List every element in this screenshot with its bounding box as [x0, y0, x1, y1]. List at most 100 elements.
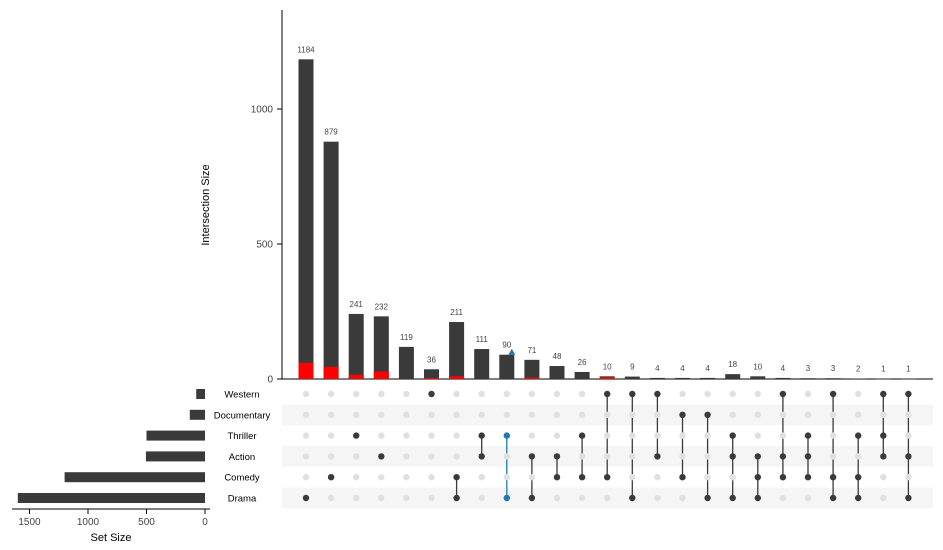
- intersection-bar: [900, 378, 916, 380]
- matrix-dot-inactive: [403, 390, 410, 398]
- intersection-size-label: 4: [655, 364, 660, 373]
- intersection-bar: [373, 316, 389, 379]
- matrix-dot-inactive: [503, 474, 510, 481]
- matrix-dot-active: [729, 432, 736, 439]
- membership-matrix: [302, 390, 912, 502]
- intersection-bar: [825, 378, 841, 379]
- matrix-dot-inactive: [729, 390, 736, 398]
- matrix-dot-inactive: [478, 411, 485, 418]
- matrix-dot-active: [804, 453, 812, 460]
- matrix-dot-active: [353, 432, 360, 439]
- intersection-bar: [348, 313, 364, 379]
- set-size-bar: [17, 493, 205, 503]
- intersection-bar: [424, 369, 439, 379]
- matrix-dot-inactive: [353, 453, 360, 460]
- matrix-dot-active: [804, 432, 812, 439]
- matrix-dot-active: [478, 432, 485, 439]
- matrix-dot-inactive: [704, 474, 711, 481]
- matrix-dot-inactive: [503, 390, 510, 398]
- matrix-dot-active: [378, 453, 385, 460]
- matrix-dot-active: [754, 453, 761, 460]
- intersection-size-axis-label: Intersection Size: [200, 164, 212, 245]
- matrix-dot-inactive: [553, 390, 561, 398]
- y-tick-label: 500: [256, 240, 273, 251]
- matrix-dot-active: [528, 453, 536, 460]
- matrix-dot-inactive: [604, 453, 611, 460]
- matrix-dot-inactive: [478, 474, 485, 481]
- matrix-dot-inactive: [378, 432, 385, 439]
- matrix-dot-inactive: [503, 411, 510, 418]
- matrix-dot-active: [754, 494, 761, 502]
- matrix-dot-inactive: [704, 432, 711, 439]
- matrix-dot-active: [503, 432, 510, 439]
- matrix-dot-inactive: [528, 390, 536, 398]
- set-size-bar: [189, 409, 205, 420]
- matrix-dot-inactive: [302, 432, 310, 439]
- matrix-dot-inactive: [654, 411, 661, 418]
- set-size-tick-label: 0: [202, 517, 208, 528]
- intersection-bar-highlight: [373, 371, 389, 379]
- matrix-dot-active: [905, 494, 912, 502]
- matrix-dot-active: [829, 494, 837, 502]
- y-tick-label: 0: [267, 375, 273, 386]
- matrix-dot-inactive: [327, 411, 335, 418]
- matrix-dot-inactive: [528, 432, 536, 439]
- matrix-dot-inactive: [578, 411, 586, 418]
- matrix-dot-active: [629, 494, 636, 502]
- matrix-dot-inactive: [654, 474, 661, 481]
- matrix-dot-inactive: [353, 411, 360, 418]
- matrix-dot-inactive: [880, 474, 887, 481]
- matrix-dot-inactive: [754, 432, 761, 439]
- intersection-size-label: 1: [906, 365, 911, 374]
- intersection-size-label: 90: [502, 341, 511, 350]
- set-size-bars: [17, 389, 205, 503]
- matrix-dot-inactive: [779, 432, 787, 439]
- intersection-size-label: 111: [476, 335, 489, 344]
- intersection-bar: [574, 371, 590, 379]
- intersection-size-label: 232: [375, 302, 389, 311]
- intersection-bar-highlight: [524, 377, 540, 379]
- matrix-dot-active: [754, 474, 761, 481]
- matrix-dot-inactive: [378, 474, 385, 481]
- matrix-dot-active: [553, 453, 561, 460]
- intersection-size-label: 3: [806, 364, 811, 373]
- matrix-dot-inactive: [855, 453, 862, 460]
- intersection-bar: [875, 378, 891, 380]
- matrix-dot-active: [528, 494, 536, 502]
- matrix-dot-inactive: [629, 453, 636, 460]
- matrix-dot-inactive: [729, 411, 736, 418]
- matrix-dot-inactive: [403, 474, 410, 481]
- matrix-dot-inactive: [629, 411, 636, 418]
- intersection-bar: [800, 378, 816, 379]
- matrix-dot-active: [880, 390, 887, 398]
- matrix-dot-inactive: [302, 474, 310, 481]
- set-size-bar: [196, 389, 205, 399]
- matrix-dot-inactive: [327, 453, 335, 460]
- matrix-dot-inactive: [378, 494, 385, 502]
- intersection-size-label: 1184: [297, 45, 315, 54]
- matrix-dot-inactive: [553, 494, 561, 502]
- matrix-dot-inactive: [453, 411, 460, 418]
- matrix-dot-inactive: [528, 411, 536, 418]
- set-size-tick-label: 1000: [77, 517, 100, 528]
- matrix-dot-inactive: [403, 494, 410, 502]
- matrix-dot-active: [704, 494, 711, 502]
- matrix-dot-inactive: [704, 453, 711, 460]
- matrix-dot-inactive: [679, 390, 686, 398]
- matrix-dot-inactive: [428, 474, 435, 481]
- matrix-dot-inactive: [453, 432, 460, 439]
- matrix-dot-active: [880, 432, 887, 439]
- query-marker-icon: [508, 348, 516, 355]
- set-size-bar: [145, 451, 205, 462]
- intersection-bar: [298, 59, 314, 379]
- intersection-size-label: 71: [527, 346, 536, 355]
- set-size-axis-label: Set Size: [91, 532, 132, 544]
- intersection-size-label: 9: [630, 363, 635, 372]
- matrix-dot-active: [679, 474, 686, 481]
- matrix-dot-active: [729, 494, 736, 502]
- set-label: Western: [224, 390, 259, 401]
- matrix-dot-inactive: [403, 411, 410, 418]
- matrix-dot-inactive: [353, 474, 360, 481]
- set-labels: Western Documentary Thriller Action Comedy Dr…: [214, 390, 271, 505]
